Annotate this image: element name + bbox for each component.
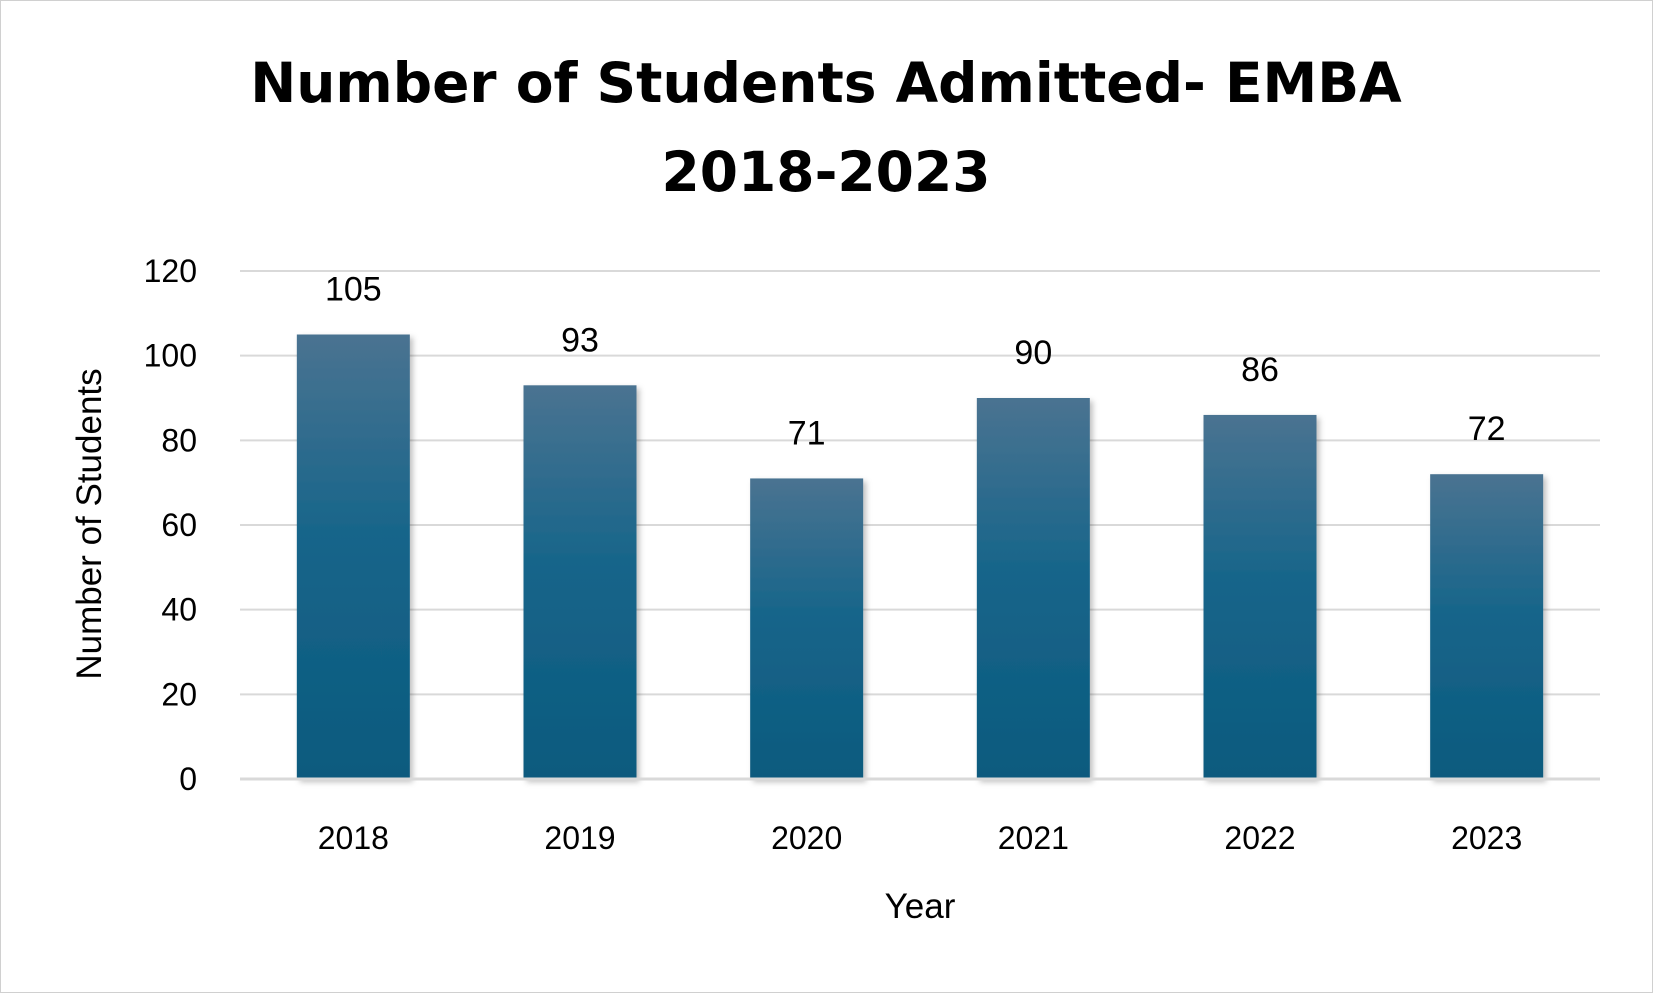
bar-2020 xyxy=(750,478,864,779)
chart-title: Number of Students Admitted- EMBA xyxy=(250,51,1402,115)
x-tick-label-2022: 2022 xyxy=(1224,820,1295,856)
bar-2023 xyxy=(1430,474,1544,779)
y-axis-title: Number of Students xyxy=(70,368,109,679)
bars xyxy=(296,334,1544,779)
bar-2018 xyxy=(296,334,410,779)
data-labels: 105 93 71 90 86 72 xyxy=(325,271,1506,453)
data-label-2018: 105 xyxy=(325,271,382,309)
x-tick-label-2023: 2023 xyxy=(1451,820,1522,856)
x-axis-title: Year xyxy=(885,887,956,926)
y-tick-label: 0 xyxy=(179,761,197,797)
y-tick-label: 20 xyxy=(161,676,197,712)
y-tick-label: 80 xyxy=(161,422,197,458)
data-label-2022: 86 xyxy=(1241,351,1279,389)
x-tick-label-2021: 2021 xyxy=(998,820,1069,856)
chart-subtitle: 2018-2023 xyxy=(662,140,991,204)
data-label-2020: 71 xyxy=(788,414,826,452)
y-tick-label: 60 xyxy=(161,507,197,543)
data-label-2023: 72 xyxy=(1468,410,1506,448)
bar-2022 xyxy=(1203,414,1317,779)
x-axis-ticks: 2018 2019 2020 2021 2022 2023 xyxy=(318,820,1523,856)
y-axis-ticks: 0 20 40 60 80 100 120 xyxy=(144,253,197,797)
y-tick-label: 100 xyxy=(144,338,197,374)
x-tick-label-2018: 2018 xyxy=(318,820,389,856)
x-tick-label-2019: 2019 xyxy=(544,820,615,856)
gridlines xyxy=(240,270,1600,696)
y-tick-label: 120 xyxy=(144,253,197,289)
data-label-2019: 93 xyxy=(561,321,599,359)
bar-2019 xyxy=(523,385,637,779)
data-label-2021: 90 xyxy=(1014,334,1052,372)
x-tick-label-2020: 2020 xyxy=(771,820,842,856)
bar-2021 xyxy=(976,398,1090,779)
y-tick-label: 40 xyxy=(161,592,197,628)
